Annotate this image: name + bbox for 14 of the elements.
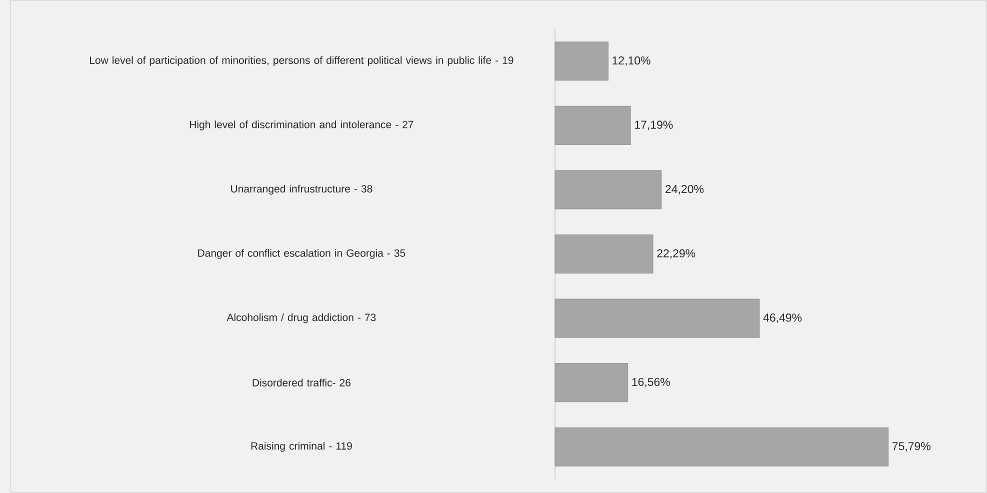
data-label: 16,56% [632, 378, 670, 388]
y-tick-label: Unarranged infrustructure - 38 [231, 184, 372, 195]
data-label: 46,49% [763, 314, 802, 324]
data-label: 12,10% [612, 56, 650, 66]
y-tick-label: Low level of participation of minorities, persons of different political views in public life - 19 [90, 56, 514, 66]
data-label: 22,29% [657, 249, 696, 259]
data-label: 75,79% [892, 442, 930, 452]
y-tick-label: Disordered traffic- 26 [252, 378, 350, 386]
y-tick-label: High level of discrimination and intolerance - 27 [190, 120, 414, 130]
y-tick-label: Raising criminal - 119 [251, 442, 352, 452]
data-label: 17,19% [635, 120, 673, 130]
data-label: 24,20% [666, 184, 704, 194]
y-tick-label: Alcoholism / drug addiction - 73 [226, 313, 376, 324]
y-tick-label: Danger of conflict escalation in Georgia - 35 [198, 249, 406, 259]
